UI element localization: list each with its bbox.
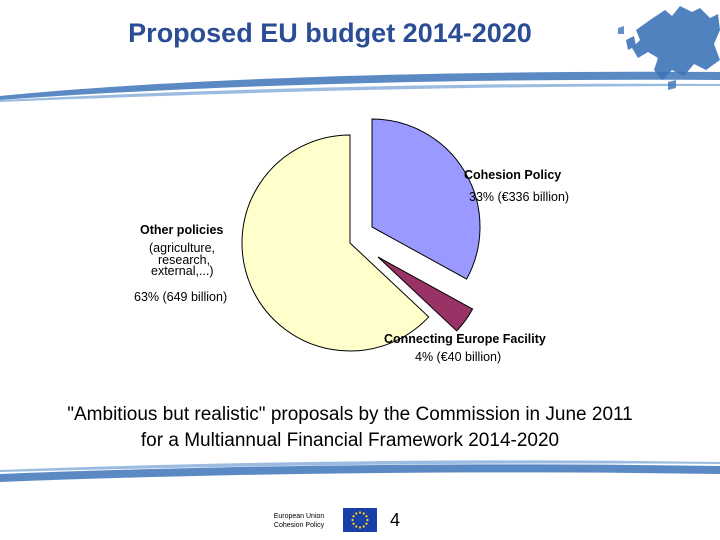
flag-star: [362, 512, 365, 515]
label-other-amount: 63% (649 billion): [134, 290, 228, 304]
flag-star: [365, 522, 368, 525]
flag-star: [365, 515, 368, 518]
flag-star: [352, 515, 355, 518]
footer-org-line-1: European Union: [273, 513, 325, 520]
flag-star: [358, 511, 362, 514]
label-other-sub-1: (agriculture,: [149, 241, 215, 255]
caption-line-1: "Ambitious but realistic" proposals by t…: [67, 404, 633, 425]
caption: "Ambitious but realistic" proposals by t…: [0, 402, 700, 454]
label-cohesion-amount: 33% (€336 billion): [469, 190, 570, 204]
label-cef: Connecting Europe Facility: [384, 332, 546, 346]
flag-star: [358, 526, 362, 529]
label-cohesion-name: Cohesion Policy: [464, 168, 562, 182]
europe-map-icon: [618, 6, 720, 90]
label-other-name: Other policies: [140, 223, 224, 237]
flag-star: [355, 525, 358, 528]
caption-line-2: for a Multiannual Financial Framework 20…: [140, 430, 560, 451]
flag-star: [366, 518, 369, 522]
label-other-sub-2: research,: [158, 253, 211, 267]
label-cef-name: Connecting Europe Facility: [384, 332, 546, 346]
page-title: Proposed EU budget 2014-2020: [128, 18, 532, 48]
flag-star: [355, 512, 358, 515]
footer-org: European Union Cohesion Policy: [268, 512, 330, 530]
flag-star: [352, 522, 355, 525]
pie-slice-connecting-europe-facility: [377, 256, 474, 332]
pie-slice-cohesion-policy: [371, 118, 481, 280]
footer-org-line-2: Cohesion Policy: [273, 522, 325, 529]
label-other: Other policies: [140, 223, 223, 237]
label-cohesion: Cohesion Policy: [464, 168, 561, 182]
flag-star: [362, 525, 365, 528]
eu-flag-icon: [343, 508, 377, 532]
pie-slice-other-policies: [241, 134, 430, 352]
label-cef-amount: 4% (€40 billion): [415, 350, 502, 364]
flag-star: [351, 518, 354, 522]
page-number: 4: [390, 510, 401, 530]
label-other-sub-3: external,...): [151, 264, 214, 278]
